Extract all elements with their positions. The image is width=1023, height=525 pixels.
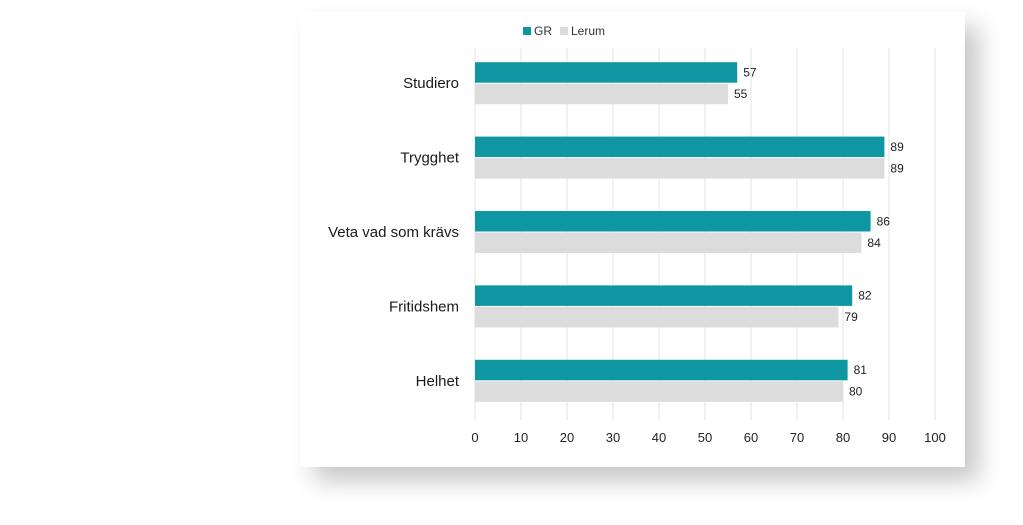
category-label: Trygghet [400, 150, 459, 167]
bar-lerum [475, 306, 839, 328]
bar-gr [475, 285, 853, 306]
x-tick-label: 30 [606, 430, 620, 445]
category-label: Helhet [416, 373, 460, 390]
x-tick-label: 90 [882, 430, 896, 445]
x-tick-label: 100 [924, 430, 946, 445]
bar-gr [475, 211, 871, 232]
x-tick-label: 10 [514, 430, 528, 445]
x-axis-ticks: 0 10 20 30 40 50 60 70 80 90 100 [471, 430, 945, 445]
category-labels: Studiero Trygghet Veta vad som krävs Fritid… [328, 75, 460, 390]
bar-lerum [475, 158, 885, 179]
x-tick-label: 40 [652, 430, 666, 445]
data-label: 89 [890, 161, 904, 175]
data-label: 81 [854, 363, 868, 377]
x-tick-label: 0 [471, 430, 478, 445]
x-tick-label: 20 [560, 430, 574, 445]
category-label: Fritidshem [389, 298, 459, 315]
legend-label: GR [534, 24, 552, 38]
data-label: 84 [867, 236, 881, 250]
data-label: 79 [844, 310, 858, 324]
x-tick-label: 60 [744, 430, 758, 445]
data-label: 86 [877, 214, 891, 228]
legend: GR Lerum [523, 24, 605, 38]
x-tick-label: 70 [790, 430, 804, 445]
data-label: 80 [849, 385, 863, 399]
x-tick-label: 80 [836, 430, 850, 445]
legend-label: Lerum [571, 24, 605, 38]
data-label: 89 [890, 140, 904, 154]
bar-gr [475, 359, 848, 381]
data-label: 57 [743, 65, 757, 79]
category-label: Veta vad som krävs [328, 224, 459, 241]
bar-gr [475, 62, 738, 83]
x-tick-label: 50 [698, 430, 712, 445]
bar-lerum [475, 83, 728, 105]
bar-lerum [475, 232, 862, 253]
legend-swatch [523, 27, 531, 35]
bar-lerum [475, 381, 843, 402]
legend-swatch [560, 27, 568, 35]
bar-gr [475, 136, 885, 158]
data-label: 82 [858, 289, 872, 303]
data-label: 55 [734, 87, 748, 101]
category-label: Studiero [403, 75, 459, 92]
